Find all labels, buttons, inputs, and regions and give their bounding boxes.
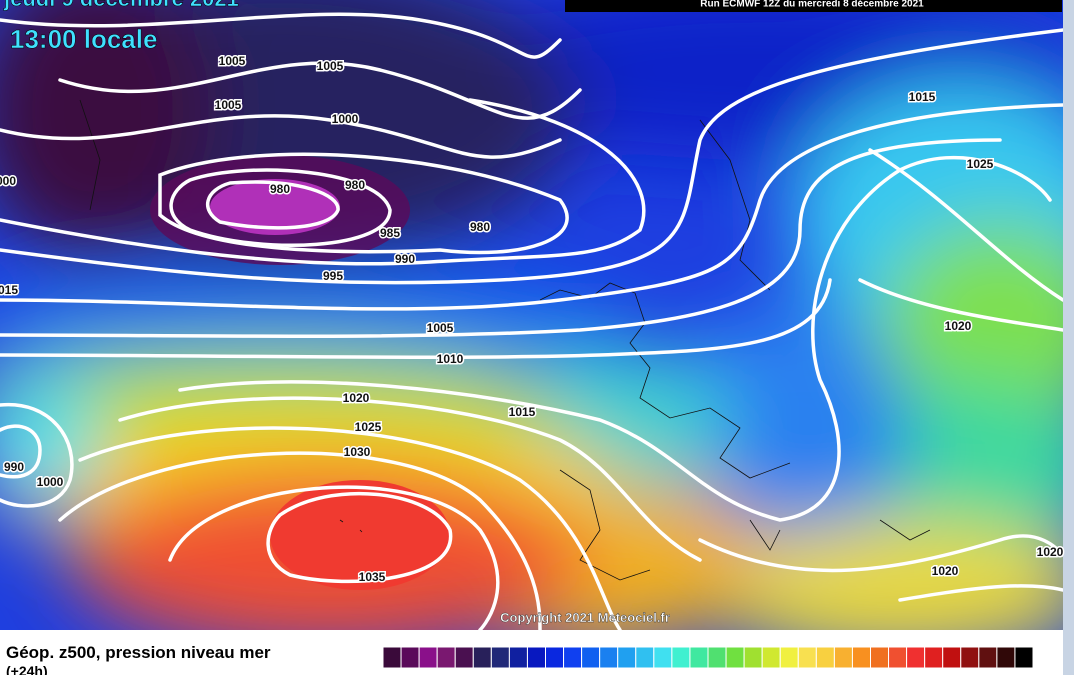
copyright: Copyright 2021 Meteociel.fr	[500, 610, 670, 625]
isobar-label: 1000	[37, 475, 64, 489]
isobar-label: 1020	[945, 319, 972, 333]
scale-swatch	[400, 646, 420, 669]
scale-swatch	[454, 646, 474, 669]
isobar-label: 1005	[219, 54, 246, 68]
scale-swatch	[815, 646, 835, 669]
isobar-label: 1020	[932, 564, 959, 578]
scale-swatch	[725, 646, 745, 669]
isobar-label: 1010	[437, 352, 464, 366]
scale-swatch	[1014, 646, 1034, 669]
footer-subtitle: (+24h)	[6, 663, 48, 675]
footer-title: Géop. z500, pression niveau mer	[6, 643, 271, 662]
isobar-label: 990	[4, 460, 24, 474]
scale-swatch	[490, 646, 510, 669]
scale-swatch	[581, 646, 601, 669]
isobar-label: 1005	[317, 59, 344, 73]
scale-swatch	[508, 646, 528, 669]
isobar-label: 1000	[332, 112, 359, 126]
scale-swatch	[797, 646, 817, 669]
isobar-label: 1005	[427, 321, 454, 335]
isobar-label: 1020	[1037, 545, 1064, 559]
isobar-label: 985	[380, 226, 400, 240]
run-text: Run ECMWF 12Z du mercredi 8 décembre 202…	[700, 0, 924, 10]
isobar-label: 000	[0, 174, 16, 188]
isobar-label: 1025	[967, 157, 994, 171]
scale-swatch	[563, 646, 583, 669]
scale-swatch	[436, 646, 456, 669]
isobar-label: 980	[270, 182, 290, 196]
scale-swatch	[851, 646, 872, 669]
scale-swatch	[418, 646, 438, 669]
scale-swatch	[978, 646, 998, 669]
scale-swatch	[833, 646, 853, 669]
scale-swatch	[870, 646, 890, 669]
isobar-label: 1030	[344, 445, 371, 459]
scale-swatch	[635, 646, 655, 669]
time: 13:00 locale	[10, 24, 157, 54]
scale-swatch	[942, 646, 962, 669]
scale-swatch	[779, 646, 799, 669]
isobar-label: 980	[470, 220, 490, 234]
scale-swatch	[906, 646, 926, 669]
isobar-label: 015	[0, 283, 18, 297]
scale-swatch	[888, 646, 908, 669]
isobar-label: 1005	[215, 98, 242, 112]
scale-swatch	[743, 646, 763, 669]
scale-swatch	[960, 646, 980, 669]
isobar-label: 990	[395, 252, 415, 266]
scale-swatch	[689, 646, 709, 669]
scale-swatch	[761, 646, 781, 669]
scale-swatch	[996, 646, 1016, 669]
isobar-label: 995	[323, 269, 343, 283]
isobar-label: 1025	[355, 420, 382, 434]
date: jeudi 9 décembre 2021	[3, 0, 239, 11]
right-border	[1063, 0, 1074, 675]
scale-swatch	[382, 646, 402, 669]
isobar-label: 1015	[509, 405, 536, 419]
color-scale	[382, 646, 1034, 669]
isobar-label: 1020	[343, 391, 370, 405]
isobar-label: 1035	[359, 570, 386, 584]
run-banner	[565, 0, 1062, 12]
isobar-label: 980	[345, 178, 365, 192]
isobar-label: 1015	[909, 90, 936, 104]
scale-swatch	[599, 646, 619, 669]
isobars	[0, 12, 1063, 630]
scale-swatch	[707, 646, 727, 669]
scale-swatch	[671, 646, 691, 669]
scale-swatch	[924, 646, 944, 669]
scale-swatch	[617, 646, 637, 669]
scale-swatch	[545, 646, 565, 669]
scale-swatch	[653, 646, 673, 669]
isobar-labels: 1005 1005 1005 1000 980 980 985 980 990 995 1005 10…	[0, 53, 1065, 586]
coastline	[79, 99, 931, 581]
scale-swatch	[526, 646, 547, 669]
field	[0, 0, 1063, 630]
scale-swatch	[472, 646, 492, 669]
